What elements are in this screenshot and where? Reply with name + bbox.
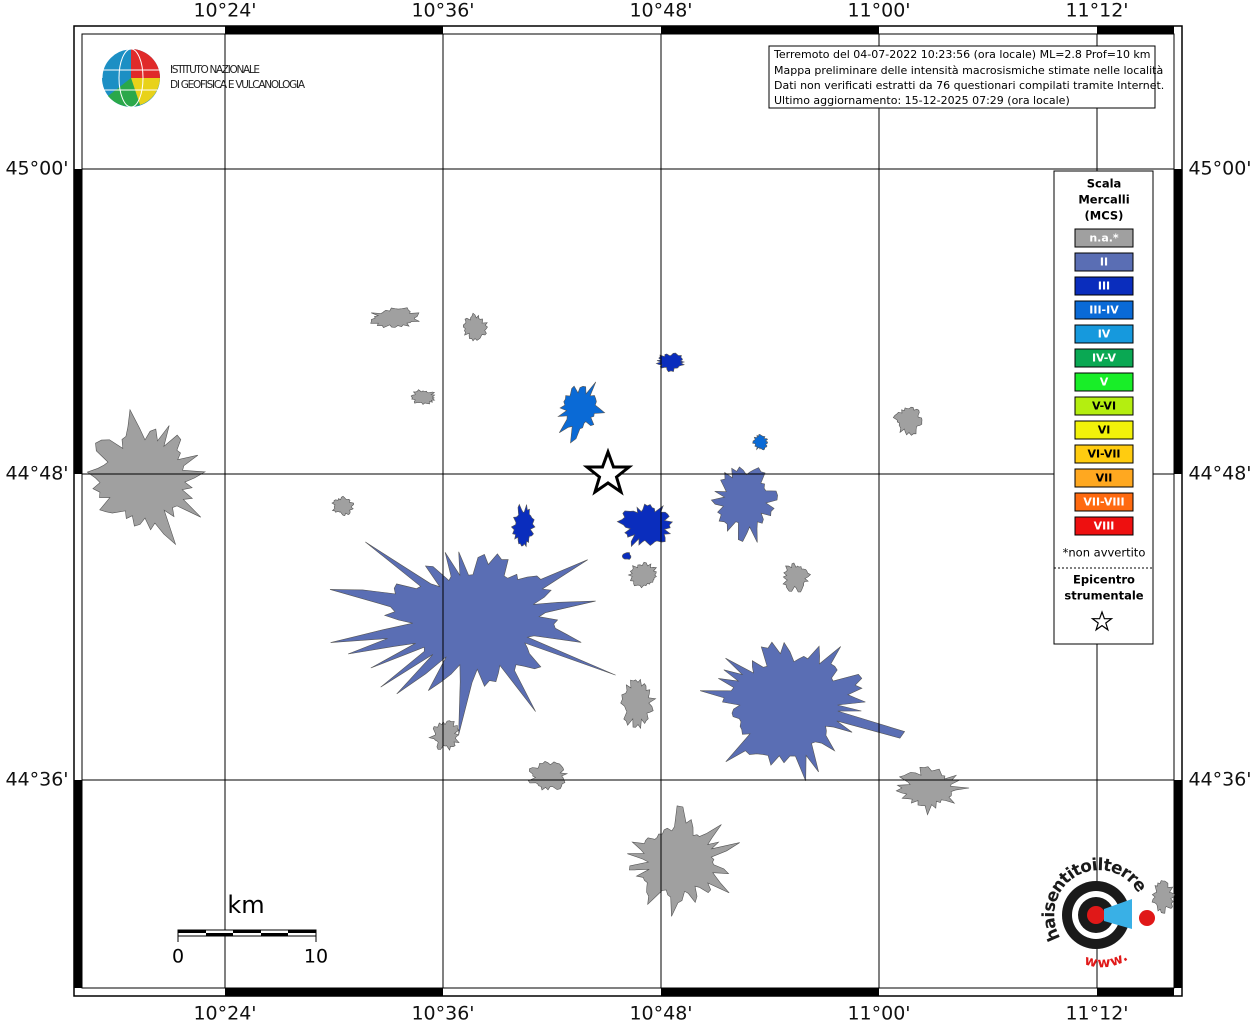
legend-label: VII (1096, 472, 1113, 485)
legend-star (1090, 610, 1114, 632)
frame-bar (74, 780, 82, 988)
town-area (428, 720, 460, 751)
legend-swatch (1074, 372, 1134, 392)
lon-label: 10°24' (193, 0, 256, 22)
scale-bar: km 0 10 (172, 891, 328, 968)
lon-label: 11°00' (847, 1003, 910, 1024)
legend-label: II (1100, 256, 1108, 269)
legend-label: III-IV (1089, 304, 1119, 317)
legend-swatch (1074, 276, 1134, 296)
frame-bar (1174, 780, 1182, 988)
legend-label: VIII (1094, 520, 1115, 533)
town-area (627, 561, 658, 589)
legend-title: Mercalli (1078, 193, 1129, 207)
town-area (1151, 880, 1175, 914)
town-area (557, 381, 606, 444)
legend-swatch (1074, 516, 1134, 536)
town-area (527, 761, 569, 791)
info-box: Terremoto del 04-07-2022 10:23:56 (ora l… (768, 45, 1164, 109)
town-area (331, 495, 354, 517)
info-line: Ultimo aggiornamento: 15-12-2025 07:29 (… (774, 94, 1070, 107)
lon-label: 10°48' (629, 0, 692, 22)
legend-swatch (1074, 468, 1134, 488)
frame-bar (74, 169, 82, 474)
legend: Scala Mercalli (MCS) *non avvertito Epic… (1053, 170, 1154, 645)
lon-label: 10°48' (629, 1003, 692, 1024)
town-area (710, 466, 778, 543)
legend-label: IV (1098, 328, 1111, 341)
scale-label: 10 (304, 946, 328, 968)
legend-title: Scala (1087, 177, 1122, 191)
logo-text: ISTITUTO NAZIONALE (170, 64, 260, 76)
lon-label: 11°12' (1065, 1003, 1128, 1024)
info-line: Terremoto del 04-07-2022 10:23:56 (ora l… (773, 48, 1151, 61)
town-area (700, 641, 906, 782)
legend-epicenter: Epicentro (1073, 573, 1135, 587)
lat-label: 44°36' (5, 769, 68, 791)
lat-label: 44°48' (5, 463, 68, 485)
legend-note: *non avvertito (1063, 546, 1146, 560)
legend-label: III (1098, 280, 1110, 293)
town-area (621, 552, 632, 560)
legend-label: VII-VIII (1083, 496, 1124, 509)
town-area (410, 389, 436, 405)
lat-label: 45°00' (5, 158, 68, 180)
towns (86, 307, 1175, 917)
town-area (370, 307, 420, 328)
epicenter-star (582, 447, 634, 496)
town-area (752, 434, 769, 451)
lat-label: 45°00' (1188, 158, 1251, 180)
town-area (892, 406, 923, 436)
scale-unit: km (227, 891, 264, 919)
legend-swatch (1074, 324, 1134, 344)
legend-swatch (1074, 420, 1134, 440)
town-area (462, 312, 488, 342)
town-area (620, 678, 657, 730)
legend-label: V (1100, 376, 1109, 389)
legend-label: V-VI (1092, 400, 1116, 413)
legend-swatch (1074, 396, 1134, 416)
frame-bars (74, 26, 1182, 996)
lon-label: 10°36' (411, 0, 474, 22)
town-area (627, 805, 740, 917)
ingv-logo: ISTITUTO NAZIONALE DI GEOFISICA E VULCAN… (101, 48, 306, 108)
town-area (616, 503, 674, 548)
town-area (510, 503, 536, 548)
town-area (782, 562, 812, 593)
town-area (895, 766, 970, 816)
lon-label: 11°00' (847, 0, 910, 22)
town-area (86, 408, 206, 546)
scale-label: 0 (172, 946, 184, 968)
lon-label: 10°24' (193, 1003, 256, 1024)
lat-label: 44°48' (1188, 463, 1251, 485)
frame-bar (1097, 26, 1174, 34)
legend-label: n.a.* (1089, 232, 1119, 245)
town-area (329, 541, 616, 736)
legend-epicenter: strumentale (1064, 589, 1143, 603)
legend-swatch (1074, 444, 1134, 464)
lon-label: 11°12' (1065, 0, 1128, 22)
frame-bar (661, 26, 879, 34)
frame-bar (661, 988, 879, 996)
info-line: Dati non verificati estratti da 76 quest… (774, 79, 1164, 92)
info-line: Mappa preliminare delle intensità macros… (774, 64, 1163, 77)
legend-label: VI-VII (1087, 448, 1120, 461)
legend-swatch (1074, 492, 1134, 512)
legend-swatch (1074, 252, 1134, 272)
legend-title: (MCS) (1085, 209, 1124, 223)
legend-label: IV-V (1092, 352, 1117, 365)
frame-bar (225, 988, 443, 996)
frame-bar (1097, 988, 1174, 996)
legend-swatch (1074, 300, 1134, 320)
frame-bar (225, 26, 443, 34)
lat-label: 44°36' (1188, 769, 1251, 791)
legend-swatch (1074, 348, 1134, 368)
frame-bar (1174, 169, 1182, 474)
legend-swatch (1074, 228, 1134, 248)
lon-label: 10°36' (411, 1003, 474, 1024)
logo-text: DI GEOFISICA E VULCANOLOGIA (170, 79, 306, 91)
legend-label: VI (1098, 424, 1111, 437)
